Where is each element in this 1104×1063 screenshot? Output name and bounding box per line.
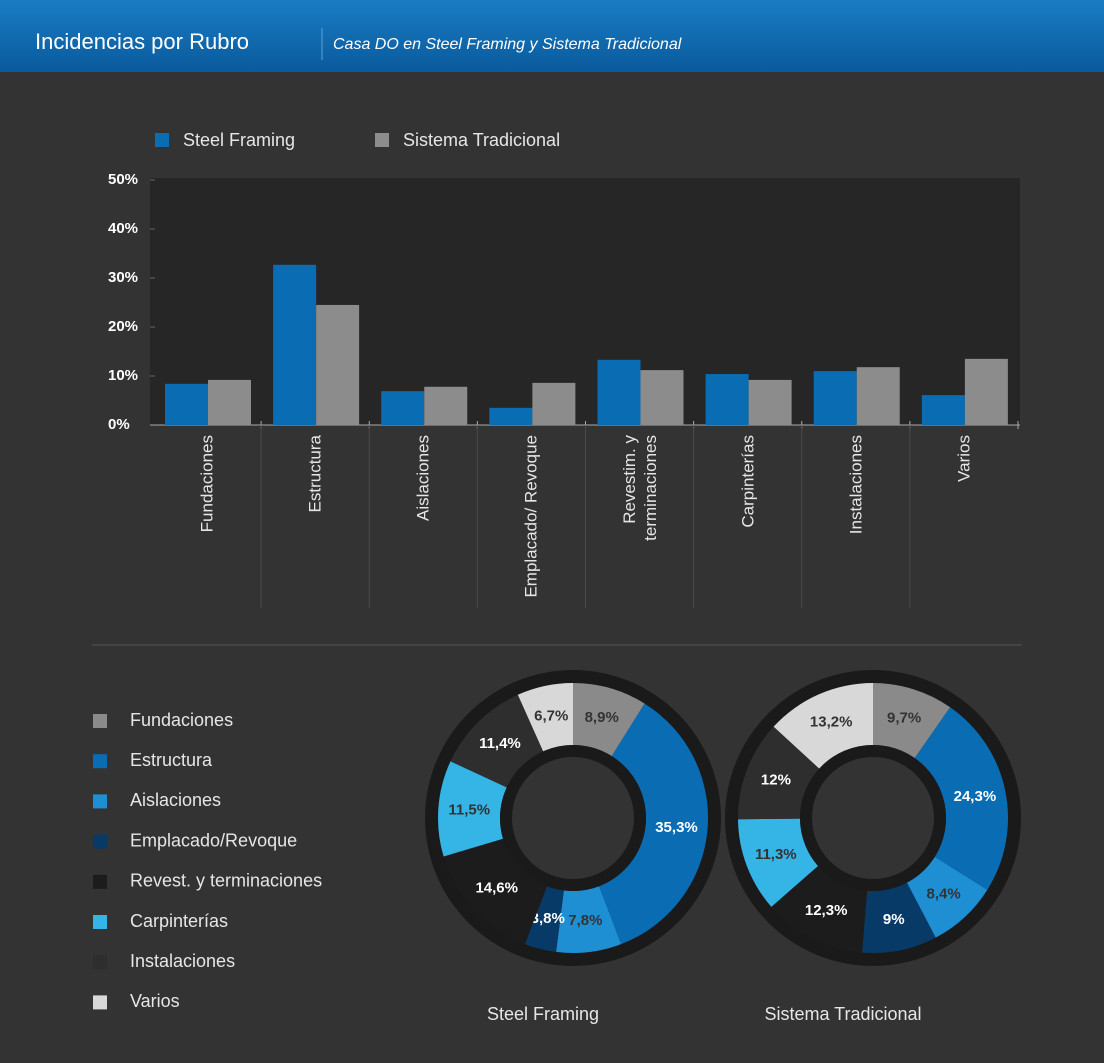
legend-label: Sistema Tradicional bbox=[403, 130, 560, 150]
bar bbox=[316, 304, 360, 425]
legend-swatch bbox=[375, 133, 389, 147]
legend-swatch bbox=[93, 955, 107, 970]
x-tick-label: Estructura bbox=[305, 435, 325, 513]
y-tick-label: 20% bbox=[108, 318, 138, 335]
data-label: 12,3% bbox=[805, 902, 848, 919]
legend-label: Estructura bbox=[130, 750, 213, 770]
x-tick-label: Carpinterías bbox=[738, 435, 758, 528]
legend-swatch bbox=[93, 834, 107, 849]
data-label: 12% bbox=[761, 772, 791, 789]
donut-segment bbox=[556, 886, 622, 953]
data-label: 8,4% bbox=[926, 885, 960, 902]
donut-segment bbox=[862, 882, 936, 953]
legend-swatch bbox=[155, 133, 169, 147]
legend-swatch bbox=[93, 714, 107, 728]
bar bbox=[381, 391, 425, 425]
donut-segment bbox=[906, 856, 988, 938]
bar bbox=[705, 374, 749, 425]
bar bbox=[532, 382, 576, 425]
x-tick-label: Instalaciones bbox=[846, 435, 866, 535]
bar bbox=[640, 370, 684, 425]
y-tick-label: 50% bbox=[108, 171, 138, 188]
data-label: 35,3% bbox=[655, 819, 698, 836]
bar bbox=[964, 358, 1008, 425]
legend-swatch bbox=[93, 915, 107, 929]
x-tick-label: Varios bbox=[954, 435, 974, 482]
legend-label: Steel Framing bbox=[183, 130, 295, 150]
legend-label: Instalaciones bbox=[130, 951, 235, 971]
legend-label: Varios bbox=[130, 991, 180, 1011]
bar bbox=[165, 383, 208, 425]
donut-segment bbox=[524, 886, 564, 952]
donut-segment bbox=[599, 703, 709, 945]
donut-segment bbox=[450, 694, 544, 788]
x-tick-label: Revestim. y terminaciones bbox=[619, 435, 660, 541]
y-tick-label: 30% bbox=[108, 269, 138, 286]
legend-swatch bbox=[93, 995, 107, 1010]
data-label: 3,8% bbox=[531, 910, 565, 927]
bar bbox=[813, 371, 857, 425]
y-tick-label: 40% bbox=[108, 220, 138, 237]
bar bbox=[489, 407, 533, 425]
data-label: 7,8% bbox=[568, 912, 602, 929]
legend-label: Revest. y terminaciones bbox=[130, 871, 322, 891]
donut-segment bbox=[517, 683, 573, 752]
data-label: 11,4% bbox=[479, 735, 521, 752]
y-tick-label: 10% bbox=[108, 367, 138, 384]
legend-label: Emplacado/Revoque bbox=[130, 830, 297, 850]
data-label: 14,6% bbox=[475, 880, 518, 897]
legend-swatch bbox=[93, 794, 107, 809]
bar bbox=[273, 264, 317, 425]
header-subtitle: Casa DO en Steel Framing y Sistema Tradi… bbox=[333, 36, 682, 53]
donut-segment bbox=[771, 866, 868, 953]
legend-label: Carpinterías bbox=[130, 911, 228, 931]
donut-hole bbox=[512, 757, 634, 879]
legend-swatch bbox=[93, 754, 107, 769]
donut-segment bbox=[873, 683, 951, 759]
donut-segment bbox=[914, 707, 1008, 890]
data-label: 6,7% bbox=[534, 707, 568, 724]
y-tick-label: 0% bbox=[108, 416, 130, 433]
donut-segment bbox=[438, 761, 507, 857]
pie-title: Steel Framing bbox=[487, 1004, 599, 1024]
bar bbox=[856, 367, 900, 425]
donut-segment bbox=[773, 683, 873, 769]
header-title: Incidencias por Rubro bbox=[35, 29, 249, 54]
pie-title: Sistema Tradicional bbox=[764, 1004, 921, 1024]
header-bar bbox=[0, 0, 1104, 72]
donut-segment bbox=[738, 818, 819, 907]
bar bbox=[748, 379, 792, 425]
bar bbox=[597, 359, 641, 425]
legend-swatch bbox=[93, 874, 107, 889]
data-label: 11,3% bbox=[755, 846, 797, 863]
donut-segment bbox=[573, 683, 645, 757]
legend-label: Fundaciones bbox=[130, 710, 233, 730]
data-label: 13,2% bbox=[810, 714, 853, 731]
donut-hole bbox=[812, 757, 934, 879]
data-label: 11,5% bbox=[448, 801, 490, 818]
x-tick-label: Emplacado/ Revoque bbox=[521, 435, 541, 598]
x-tick-label: Aislaciones bbox=[413, 435, 433, 521]
x-tick-label: Fundaciones bbox=[197, 435, 217, 533]
data-label: 9% bbox=[883, 911, 905, 928]
bar bbox=[424, 386, 468, 425]
data-label: 24,3% bbox=[954, 788, 997, 805]
donut-segment bbox=[443, 838, 547, 945]
bar bbox=[921, 395, 965, 425]
donut-segment bbox=[738, 726, 820, 820]
data-label: 9,7% bbox=[887, 710, 921, 727]
data-label: 8,9% bbox=[585, 709, 619, 726]
bar bbox=[208, 379, 251, 425]
legend-label: Aislaciones bbox=[130, 790, 221, 810]
